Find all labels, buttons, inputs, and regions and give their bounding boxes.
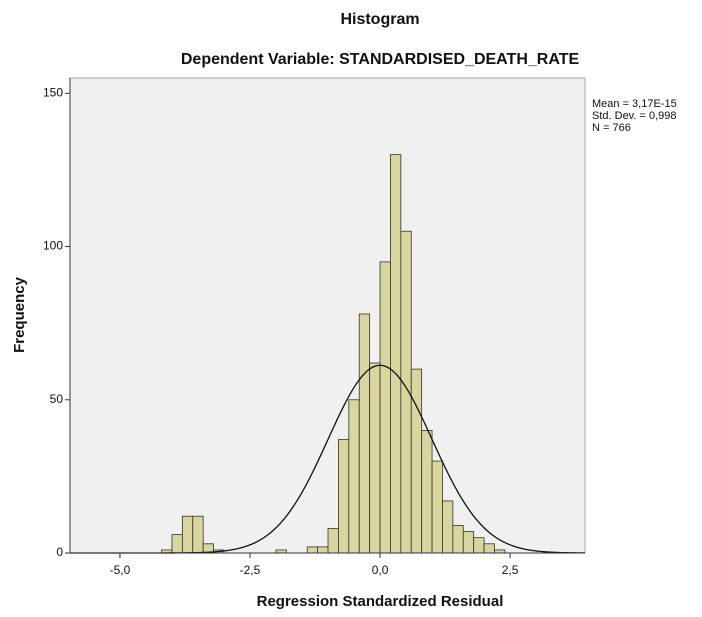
x-tick-label: 0,0 xyxy=(372,563,389,577)
y-axis-label: Frequency xyxy=(11,276,28,353)
y-tick-label: 150 xyxy=(43,85,63,99)
x-tick-label: 2,5 xyxy=(502,563,519,577)
bar xyxy=(452,525,464,554)
x-tick-label: -5,0 xyxy=(110,563,131,577)
bar xyxy=(400,230,412,554)
stat-sd: Std. Dev. = 0,998 xyxy=(592,110,677,122)
y-tick-label: 0 xyxy=(56,545,63,559)
bar xyxy=(473,537,485,554)
chart-title: Histogram xyxy=(340,11,419,28)
bar xyxy=(171,534,183,554)
bar xyxy=(369,362,381,554)
bar xyxy=(327,528,339,554)
bar xyxy=(483,543,495,554)
y-tick-label: 50 xyxy=(50,392,64,406)
bar xyxy=(317,546,329,554)
bar xyxy=(442,500,454,554)
bar xyxy=(390,154,402,554)
x-tick-label: -2,5 xyxy=(240,563,261,577)
y-tick-label: 100 xyxy=(43,239,63,253)
chart-subtitle: Dependent Variable: STANDARDISED_DEATH_R… xyxy=(181,51,580,68)
stat-n: N = 766 xyxy=(592,122,631,134)
bar xyxy=(358,313,371,554)
bar xyxy=(410,368,423,554)
stat-mean: Mean = 3,17E-15 xyxy=(592,98,677,110)
bar xyxy=(431,460,443,554)
bar xyxy=(338,439,350,554)
bar xyxy=(462,531,475,554)
plot-area xyxy=(69,77,586,554)
bar xyxy=(421,430,433,554)
bar xyxy=(348,399,360,554)
bar xyxy=(306,546,319,554)
x-axis-label: Regression Standardized Residual xyxy=(257,593,504,610)
bar xyxy=(192,515,204,554)
bar xyxy=(181,515,194,554)
bar xyxy=(379,261,391,554)
